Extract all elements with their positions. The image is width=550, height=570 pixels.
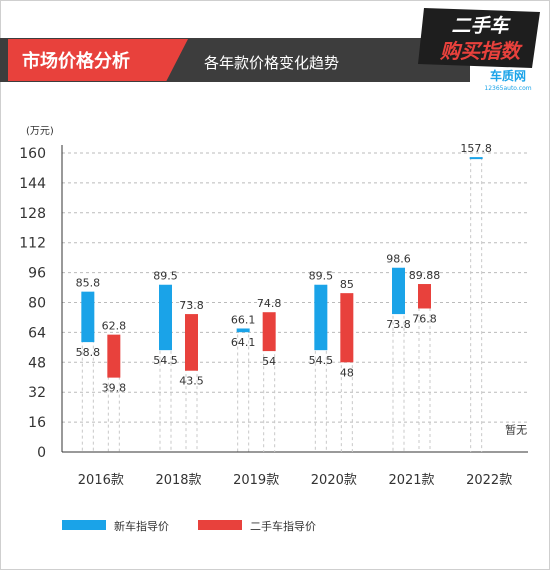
bar-new-car bbox=[159, 284, 172, 351]
bar-used-car bbox=[262, 312, 276, 352]
x-tick-label: 2016款 bbox=[78, 473, 124, 488]
bar-new-car bbox=[469, 157, 483, 160]
price-range-chart: (万元) 0 16 32 48 64 80 96 112 128 144 160 85.8 58.862.… bbox=[19, 126, 528, 488]
bar-new-car bbox=[314, 284, 328, 351]
bar-used-car bbox=[107, 334, 121, 378]
data-label-low: 76.8 bbox=[412, 312, 437, 325]
y-tick-label: 16 bbox=[28, 415, 46, 431]
logo-badge bbox=[418, 8, 540, 68]
logo-line1: 二手车 bbox=[451, 15, 511, 37]
y-axis-unit: (万元) bbox=[26, 126, 54, 137]
data-label-high: 73.8 bbox=[179, 299, 204, 312]
legend-label-new-car: 新车指导价 bbox=[114, 520, 169, 533]
data-label-high: 89.5 bbox=[309, 270, 334, 283]
data-label-high: 157.8 bbox=[460, 142, 492, 155]
legend-swatch-new-car bbox=[62, 520, 106, 530]
data-label-low: 54.5 bbox=[153, 354, 178, 367]
bar-new-car bbox=[392, 267, 405, 315]
data-label-low: 43.5 bbox=[179, 375, 204, 388]
missing-value-label: 暂无 bbox=[505, 423, 527, 436]
data-label-high: 66.1 bbox=[231, 313, 256, 326]
data-label-low: 54.5 bbox=[309, 354, 334, 367]
header-title-tab bbox=[8, 39, 188, 81]
x-tick-label: 2020款 bbox=[311, 473, 357, 488]
data-label-low: 64.1 bbox=[231, 336, 256, 349]
x-tick-label: 2022款 bbox=[466, 473, 512, 488]
data-label-high: 74.8 bbox=[257, 297, 282, 310]
legend-label-used-car: 二手车指导价 bbox=[250, 520, 316, 533]
data-label-low: 39.8 bbox=[102, 382, 127, 395]
y-tick-label: 160 bbox=[19, 146, 46, 162]
y-tick-label: 48 bbox=[28, 355, 46, 371]
section-subtitle: 各年款价格变化趋势 bbox=[204, 54, 340, 72]
x-tick-label: 2021款 bbox=[388, 473, 434, 488]
bar-used-car bbox=[340, 293, 354, 363]
y-tick-label: 64 bbox=[28, 325, 46, 341]
x-tick-label: 2018款 bbox=[155, 473, 201, 488]
data-label-high: 62.8 bbox=[102, 320, 127, 333]
y-tick-label: 0 bbox=[37, 445, 46, 461]
logo-line2: 购买指数 bbox=[439, 39, 523, 63]
data-label-high: 98.6 bbox=[386, 253, 411, 266]
y-tick-label: 80 bbox=[28, 296, 46, 312]
data-label-high: 85 bbox=[340, 278, 354, 291]
data-label-low: 73.8 bbox=[386, 318, 411, 331]
bar-new-car bbox=[236, 328, 250, 333]
data-label-high: 89.5 bbox=[153, 270, 178, 283]
y-tick-label: 128 bbox=[19, 206, 46, 222]
bar-used-car bbox=[185, 314, 198, 371]
y-tick-label: 96 bbox=[28, 266, 46, 282]
y-tick-label: 32 bbox=[28, 385, 46, 401]
bar-new-car bbox=[81, 291, 95, 343]
data-label-low: 54 bbox=[262, 355, 276, 368]
data-label-low: 48 bbox=[340, 366, 354, 379]
logo-brand: 车质网 bbox=[490, 68, 526, 83]
data-label-high: 89.88 bbox=[409, 269, 441, 282]
bar-used-car bbox=[418, 284, 431, 309]
legend-swatch-used-car bbox=[198, 520, 242, 530]
logo-url: 12365auto.com bbox=[484, 85, 531, 92]
x-tick-label: 2019款 bbox=[233, 473, 279, 488]
section-title: 市场价格分析 bbox=[22, 51, 130, 72]
y-tick-label: 112 bbox=[19, 236, 46, 252]
used-car-index-logo: 二手车 购买指数 车质网 12365auto.com bbox=[418, 8, 540, 92]
y-tick-label: 144 bbox=[19, 176, 46, 192]
data-label-high: 85.8 bbox=[76, 277, 101, 290]
data-label-low: 58.8 bbox=[76, 346, 101, 359]
